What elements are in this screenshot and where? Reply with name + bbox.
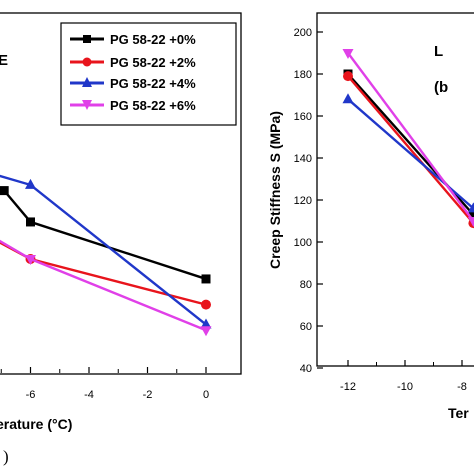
legend-label-3: PG 58-22 +6% bbox=[110, 98, 196, 113]
right-y-tick-label: 200 bbox=[294, 27, 312, 39]
right-series-group bbox=[342, 49, 474, 229]
left-x-tick-label: -2 bbox=[143, 389, 153, 401]
legend-entry-3: PG 58-22 +6% bbox=[70, 98, 196, 113]
right-data-point-3-1 bbox=[467, 217, 474, 227]
right-y-tick-label: 120 bbox=[294, 195, 312, 207]
right-corner-text: L bbox=[434, 43, 443, 60]
left-x-ticks: -6 -4 -2 0 bbox=[0, 367, 209, 401]
legend-circle-marker-icon bbox=[82, 57, 92, 67]
legend-label-1: PG 58-22 +2% bbox=[110, 55, 196, 70]
left-data-point-2-2 bbox=[200, 318, 212, 329]
legend-triangle-up-marker-icon bbox=[82, 77, 92, 87]
right-panel-label: (b bbox=[434, 79, 448, 96]
legend-label-0: PG 58-22 +0% bbox=[110, 32, 196, 47]
right-data-point-0-1 bbox=[468, 210, 474, 220]
right-x-tick-label: -10 bbox=[397, 381, 413, 393]
right-y-tick-label: 40 bbox=[300, 363, 312, 375]
right-y-tick-label: 60 bbox=[300, 321, 312, 333]
right-chart: 40 60 80 100 120 140 160 180 200 -12 -10 -8 L (b Te… bbox=[267, 12, 474, 421]
left-data-point-0-2 bbox=[201, 274, 211, 284]
left-corner-text: E bbox=[0, 52, 8, 69]
right-x-tick-label: -12 bbox=[340, 381, 356, 393]
left-series-line-0 bbox=[3, 189, 207, 281]
left-x-axis-label: erature (°C) bbox=[0, 416, 72, 432]
left-plot-frame bbox=[0, 12, 242, 375]
left-data-point-0-0 bbox=[0, 186, 9, 196]
legend-triangle-down-marker-icon bbox=[82, 100, 92, 110]
left-data-point-3-2 bbox=[200, 326, 212, 337]
legend-label-2: PG 58-22 +4% bbox=[110, 76, 196, 91]
right-y-tick-label: 160 bbox=[294, 111, 312, 123]
right-y-tick-label: 180 bbox=[294, 69, 312, 81]
right-series-line-2 bbox=[347, 98, 474, 210]
legend-entry-2: PG 58-22 +4% bbox=[70, 76, 196, 91]
left-data-point-2-1 bbox=[25, 178, 36, 189]
right-y-axis-label: Creep Stiffness S (MPa) bbox=[267, 111, 283, 269]
right-data-point-1-0 bbox=[343, 71, 353, 82]
right-plot-frame bbox=[316, 12, 474, 367]
legend-entry-1: PG 58-22 +2% bbox=[70, 55, 196, 70]
right-x-axis-label: Ter bbox=[448, 405, 469, 421]
right-y-tick-label: 100 bbox=[294, 237, 312, 249]
left-x-tick-label: 0 bbox=[203, 389, 209, 401]
right-data-point-2-0 bbox=[342, 93, 354, 104]
left-chart: -6 -4 -2 0 E erature (°C) ) PG 58-22 +0% PG… bbox=[0, 12, 242, 466]
left-legend: PG 58-22 +0% PG 58-22 +2% PG 58-22 +4% P… bbox=[60, 22, 237, 126]
right-series-line-1 bbox=[347, 75, 474, 224]
right-y-tick-label: 80 bbox=[300, 279, 312, 291]
left-series-group bbox=[0, 174, 212, 337]
right-data-point-3-0 bbox=[342, 49, 354, 59]
left-data-point-1-2 bbox=[201, 299, 211, 310]
legend-square-marker-icon bbox=[83, 35, 91, 43]
left-x-tick-label: -4 bbox=[84, 389, 94, 401]
right-data-point-2-1 bbox=[467, 202, 474, 213]
right-axis-ticks: 40 60 80 100 120 140 160 180 200 -12 -10 -8 bbox=[294, 27, 467, 393]
right-x-tick-label: -8 bbox=[457, 381, 467, 393]
left-caption-fragment: ) bbox=[3, 447, 9, 466]
left-data-point-0-1 bbox=[26, 217, 35, 227]
left-series-line-1 bbox=[0, 241, 207, 306]
right-y-tick-label: 140 bbox=[294, 153, 312, 165]
legend-entry-0: PG 58-22 +0% bbox=[70, 32, 196, 47]
left-data-point-3-1 bbox=[25, 255, 36, 265]
left-x-tick-label: -6 bbox=[26, 389, 36, 401]
right-series-line-3 bbox=[347, 52, 474, 222]
